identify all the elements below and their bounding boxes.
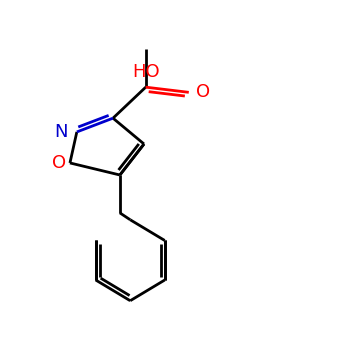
Text: O: O xyxy=(196,83,210,102)
Text: HO: HO xyxy=(132,63,160,81)
Text: N: N xyxy=(55,123,68,141)
Text: O: O xyxy=(52,154,66,172)
